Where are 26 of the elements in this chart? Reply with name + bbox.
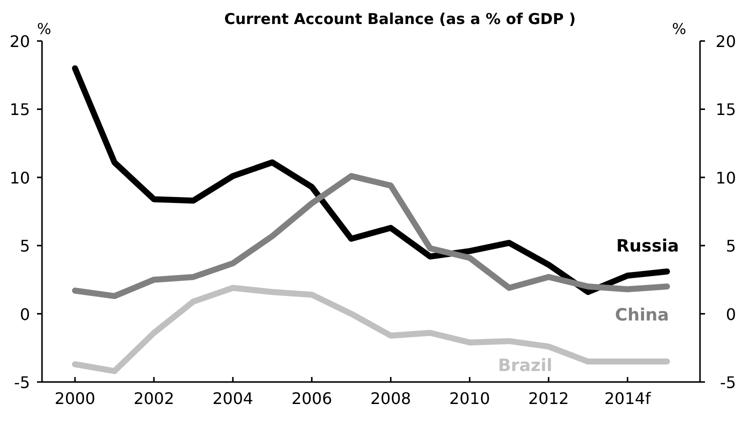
- y2-axis-title: %: [672, 20, 686, 38]
- y-tick-label: 15: [10, 100, 30, 120]
- y-tick-label: 0: [20, 304, 30, 324]
- y2-tick-label: 10: [716, 168, 736, 188]
- x-tick-label: 2004: [212, 389, 254, 408]
- y2-tick-label: 5: [726, 236, 736, 256]
- x-tick-label: 2002: [134, 389, 174, 408]
- y-tick-label: 10: [10, 168, 30, 188]
- x-tick-label: 2006: [291, 389, 332, 408]
- x-tick-label: 2012: [528, 389, 569, 408]
- chart-title: Current Account Balance (as a % of GDP ): [224, 10, 576, 28]
- y2-tick-label: 20: [716, 32, 736, 51]
- y-tick-label: 5: [20, 236, 30, 256]
- x-tick-label: 2000: [54, 389, 96, 408]
- y-tick-label: -5: [14, 373, 30, 392]
- series-label: China: [615, 306, 669, 326]
- series-label: Brazil: [498, 356, 552, 376]
- series-label: Russia: [616, 236, 679, 257]
- y-axis-title: %: [37, 20, 52, 38]
- y2-tick-label: 15: [716, 100, 736, 120]
- x-tick-label: 2010: [449, 389, 490, 408]
- y-tick-label: 20: [10, 32, 30, 51]
- y2-tick-label: -5: [720, 373, 736, 392]
- y2-tick-label: 0: [726, 304, 736, 324]
- x-tick-label: 2014f: [604, 389, 652, 408]
- x-tick-label: 2008: [370, 389, 412, 408]
